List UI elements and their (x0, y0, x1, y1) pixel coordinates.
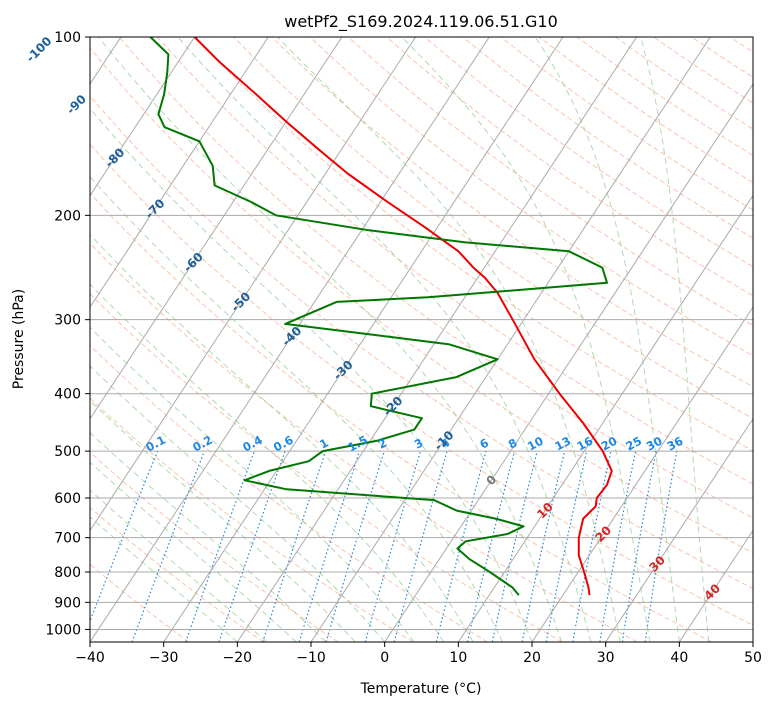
x-tick-label: −30 (149, 650, 179, 666)
isotherm-label: -90 (64, 92, 89, 117)
dewpoint-profile (149, 37, 608, 596)
moist-adiabat (90, 461, 297, 642)
dry-adiabat (386, 37, 753, 297)
mixing-ratio-label: 10 (525, 434, 546, 454)
profile-series (149, 37, 613, 596)
isotherm-line (605, 417, 753, 642)
mixing-ratio-line (435, 450, 487, 642)
x-tick-label: −40 (75, 650, 105, 666)
mixing-ratio-line (262, 450, 327, 642)
y-tick-label: 400 (54, 387, 81, 403)
isotherm-line (90, 37, 269, 309)
moist-adiabat (277, 37, 621, 642)
y-tick-label: 300 (54, 313, 81, 329)
dry-adiabat (90, 344, 488, 642)
moist-adiabat (90, 516, 238, 642)
mixing-ratio-label: 25 (623, 434, 644, 454)
mixing-ratio-label: 36 (665, 434, 686, 454)
x-tick-label: 30 (597, 650, 615, 666)
mixing-ratio-line (466, 450, 516, 642)
isotherm-line (531, 306, 753, 642)
y-tick-label: 200 (54, 208, 81, 224)
dry-adiabat (271, 37, 753, 388)
isotherm-label: -100 (23, 34, 54, 65)
dry-adiabat (768, 37, 775, 642)
y-tick-label: 600 (54, 491, 81, 507)
temperature-profile (193, 37, 613, 596)
y-tick-label: 900 (54, 595, 81, 611)
mixing-ratio-label: 30 (644, 434, 665, 454)
mixing-ratio-line (90, 450, 159, 623)
moist-adiabat (90, 176, 503, 642)
mixing-ratio-line (521, 450, 566, 642)
moist-adiabat (90, 365, 386, 642)
x-tick-label: 10 (449, 650, 467, 666)
dry-adiabat (233, 37, 753, 419)
isotherm-line (90, 37, 417, 532)
dry-adiabat (90, 506, 264, 642)
mixing-ratio-lines (90, 450, 678, 642)
dry-adiabat (90, 143, 753, 626)
y-tick-label: 500 (54, 444, 81, 460)
y-tick-label: 800 (54, 565, 81, 581)
mixing-ratio-line (298, 450, 361, 642)
mixing-ratio-label: 13 (552, 434, 573, 454)
isotherm-line (163, 37, 564, 642)
x-tick-label: 40 (670, 650, 688, 666)
isotherm-line (236, 37, 638, 642)
isotherms (90, 37, 753, 642)
y-tick-label: 1000 (45, 622, 81, 638)
mixing-ratio-line (364, 450, 422, 642)
mixing-ratio-label: 16 (574, 434, 595, 454)
moist-adiabat (98, 37, 562, 642)
pressure-gridlines (90, 37, 753, 630)
isotherm-line (678, 529, 753, 642)
x-tick-label: 50 (744, 650, 762, 666)
isotherm-line (90, 37, 490, 642)
dry-adiabat (90, 192, 712, 642)
isotherm-line (457, 194, 753, 642)
mixing-ratio-label: 20 (599, 434, 620, 454)
isotherm-line (752, 641, 753, 642)
moist-adiabat (90, 283, 445, 642)
axis-ticks: −40 −30 −20 −10 0 10 20 30 40 50 100 200 300 400 500 60… (45, 30, 762, 666)
isotherm-line (384, 83, 753, 642)
mixing-ratio-line (131, 450, 205, 642)
x-tick-label: 0 (380, 650, 389, 666)
x-tick-label: 20 (523, 650, 541, 666)
plot-frame (89, 36, 754, 643)
dry-adiabat (118, 37, 753, 519)
moist-adiabat (90, 233, 474, 642)
moist-adiabat (534, 37, 680, 642)
dry-adiabat (90, 242, 638, 642)
plot-background (90, 37, 753, 642)
moist-adiabats (90, 37, 710, 642)
moist-adiabat (177, 37, 592, 642)
x-tick-label: −20 (223, 650, 253, 666)
x-axis-label: Temperature (°C) (360, 681, 482, 697)
y-axis-label: Pressure (hPa) (11, 289, 27, 389)
moist-adiabat (90, 489, 268, 642)
moist-adiabat (90, 431, 327, 642)
moist-adiabat (90, 107, 533, 642)
isotherm-line (90, 37, 343, 420)
mixing-ratio-line (325, 450, 385, 642)
dry-adiabat (90, 293, 563, 642)
mixing-ratio-line (218, 450, 286, 642)
mixing-ratio-line (185, 450, 255, 642)
dry-adiabat (90, 95, 753, 590)
chart-title: wetPf2_S169.2024.119.06.51.G10 (284, 12, 558, 32)
x-tick-label: −10 (296, 650, 326, 666)
isotherm-line (90, 37, 196, 197)
y-tick-label: 100 (54, 30, 81, 46)
isotherm-line (310, 37, 711, 642)
y-tick-label: 700 (54, 531, 81, 547)
moist-adiabat (401, 37, 651, 642)
